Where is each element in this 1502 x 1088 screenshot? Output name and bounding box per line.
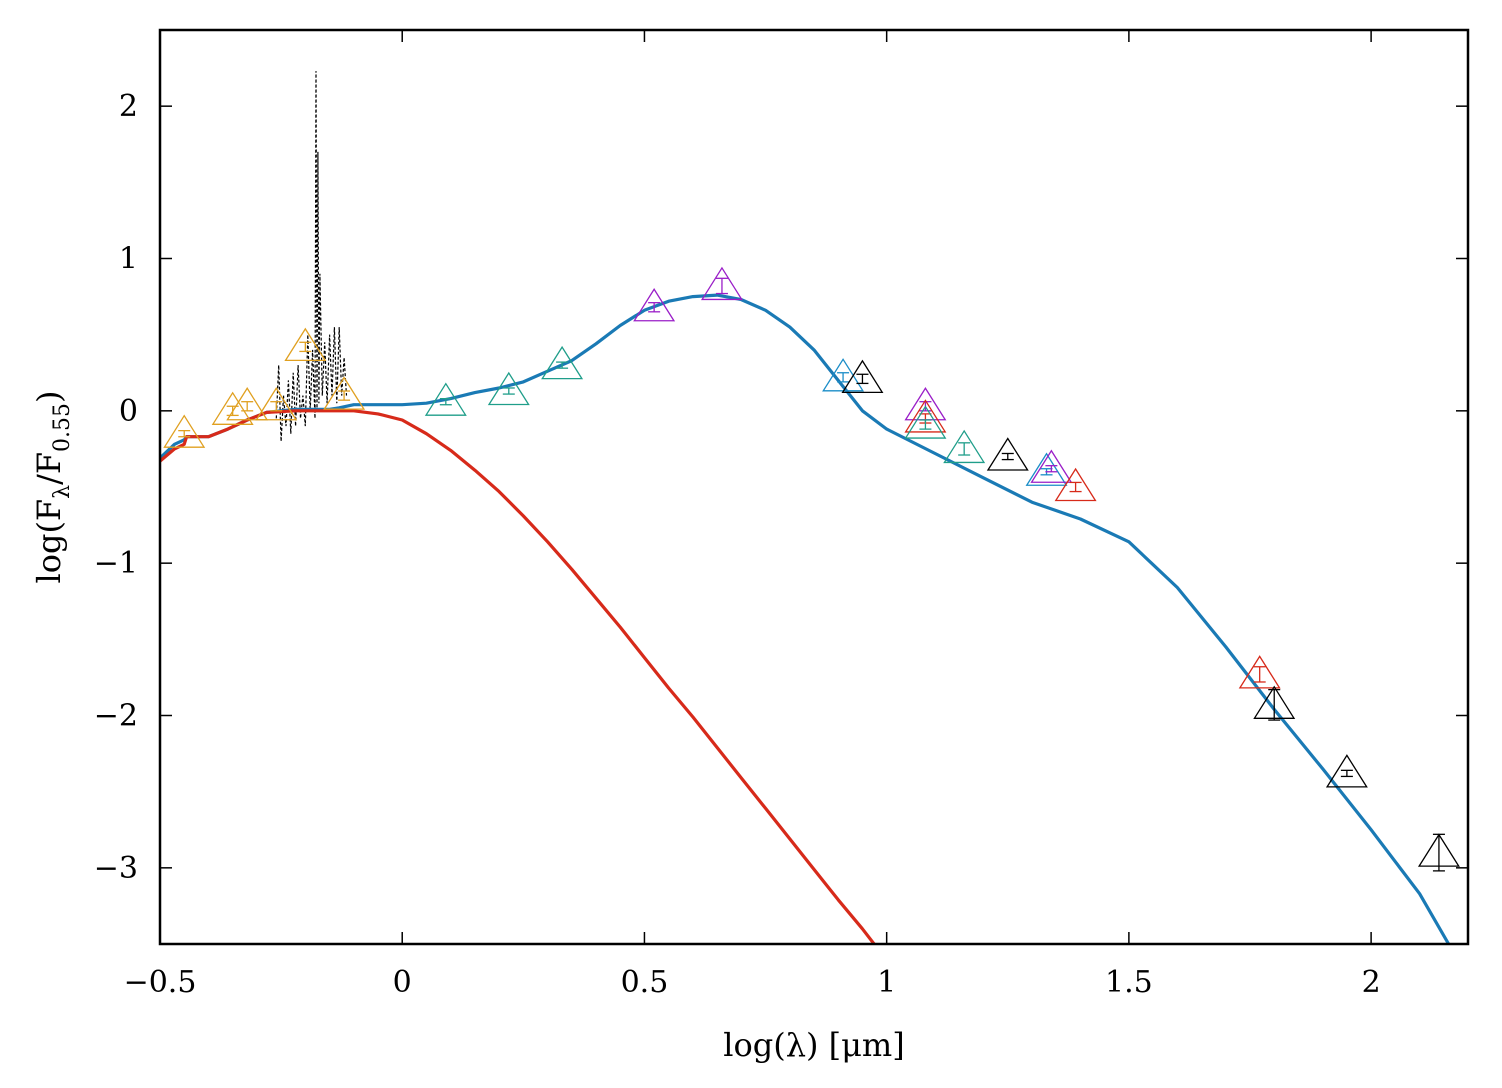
data-point <box>841 359 884 393</box>
y-tick-label: 2 <box>119 89 138 124</box>
spectrum-line <box>275 71 348 442</box>
y-tick-label: −3 <box>94 851 138 886</box>
triangle-marker <box>986 437 1029 471</box>
data-point <box>633 288 676 322</box>
data-point <box>323 376 366 410</box>
triangle-marker <box>1325 754 1368 788</box>
data-point <box>284 327 327 362</box>
ticks: −0.5 0 0.5 1 1.5 2 −3 −2 −1 0 1 2 <box>94 30 1468 1000</box>
x-axis-title: log(λ) [μm] <box>723 1026 905 1064</box>
data-point <box>700 266 743 301</box>
triangle-marker <box>700 266 743 301</box>
red-photosphere-line <box>160 409 876 944</box>
photometry-markers <box>163 266 1460 872</box>
triangle-marker <box>163 414 206 448</box>
data-point <box>904 405 947 439</box>
data-point <box>424 382 467 416</box>
data-point <box>1054 467 1097 502</box>
x-tick-label: −0.5 <box>124 965 197 1000</box>
triangle-marker <box>1054 467 1097 502</box>
triangle-marker <box>323 376 366 410</box>
y-tick-label: −2 <box>94 699 138 734</box>
triangle-marker <box>255 387 298 421</box>
triangle-marker <box>1030 449 1073 483</box>
data-point <box>487 371 530 406</box>
triangle-marker <box>541 345 584 380</box>
y-axis-title: log(Fλ/F0.55) <box>30 390 75 583</box>
y-tick-label: −1 <box>94 546 138 581</box>
data-point <box>1238 655 1281 689</box>
plot-area <box>160 30 1468 944</box>
triangle-marker <box>226 387 269 421</box>
data-point <box>1030 449 1073 483</box>
triangle-marker <box>1238 655 1281 689</box>
triangle-marker <box>424 382 467 416</box>
triangle-marker <box>904 399 947 433</box>
triangle-marker <box>633 288 676 322</box>
x-tick-label: 0.5 <box>621 965 669 1000</box>
triangle-marker <box>841 359 884 393</box>
data-point <box>1417 833 1460 872</box>
plot-contents <box>160 71 1460 944</box>
x-tick-label: 1 <box>877 965 896 1000</box>
plot-frame <box>158 28 1470 946</box>
data-point <box>1025 452 1068 486</box>
y-tick-label: 0 <box>119 394 138 429</box>
data-point <box>1325 754 1368 788</box>
data-point <box>163 414 206 448</box>
data-point <box>226 387 269 421</box>
x-tick-label: 0 <box>393 965 412 1000</box>
model-lines <box>160 71 1450 944</box>
triangle-marker <box>1025 452 1068 486</box>
y-tick-label: 1 <box>119 242 138 277</box>
data-point <box>255 387 298 421</box>
triangle-marker <box>904 405 947 439</box>
x-tick-label: 2 <box>1362 965 1381 1000</box>
data-point <box>1253 685 1296 721</box>
data-point <box>541 345 584 380</box>
triangle-marker <box>211 391 254 425</box>
triangle-marker <box>284 327 327 362</box>
triangle-marker <box>487 371 530 406</box>
triangle-marker <box>943 429 986 464</box>
data-point <box>986 437 1029 471</box>
x-tick-label: 1.5 <box>1105 965 1153 1000</box>
data-point <box>943 429 986 464</box>
